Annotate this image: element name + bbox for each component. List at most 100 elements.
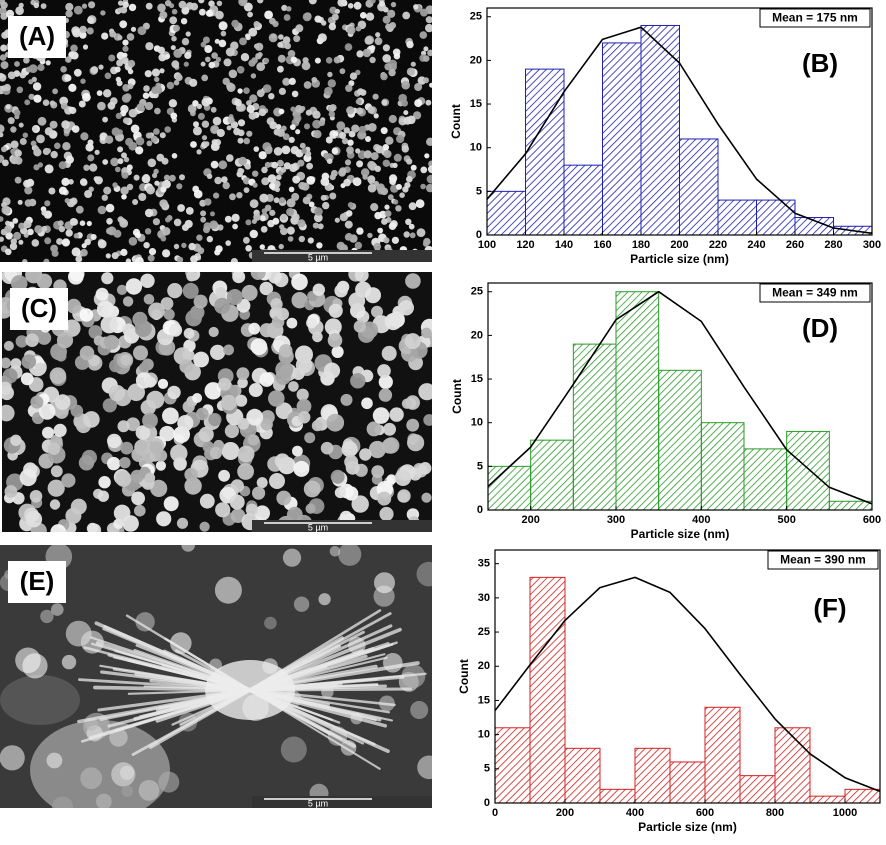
particle: [316, 242, 323, 249]
particle: [365, 12, 375, 21]
particle: [241, 284, 258, 301]
particle: [343, 178, 351, 187]
particle: [291, 192, 300, 201]
bar: [494, 727, 531, 804]
x-axis-label: Particle size (nm): [631, 527, 730, 541]
particle: [401, 80, 411, 90]
particle: [120, 248, 128, 256]
particle: [117, 0, 124, 6]
particle: [403, 110, 409, 116]
particle: [138, 780, 160, 801]
particle: [117, 129, 123, 135]
particle: [110, 157, 119, 167]
particle: [155, 449, 168, 462]
particle: [376, 183, 385, 192]
particle: [334, 217, 340, 223]
particle: [208, 0, 215, 7]
particle: [209, 446, 222, 460]
x-tick-label: 140: [555, 239, 573, 251]
y-tick-label: 25: [471, 286, 483, 298]
particle: [237, 377, 248, 389]
particle: [305, 109, 312, 116]
particle: [230, 508, 246, 523]
particle: [88, 1, 96, 9]
particle: [222, 77, 230, 86]
particle: [176, 517, 189, 529]
particle: [19, 71, 27, 79]
particle: [14, 61, 20, 67]
particle: [348, 292, 366, 310]
particle: [277, 54, 286, 63]
particle: [97, 101, 106, 111]
particle: [120, 186, 129, 195]
particle: [274, 186, 280, 193]
y-tick-label: 30: [478, 592, 490, 604]
particle: [357, 88, 364, 96]
particle: [322, 201, 330, 210]
particle: [368, 440, 386, 459]
particle: [276, 128, 285, 137]
particle: [382, 44, 390, 52]
particle: [421, 327, 432, 339]
plot-frame: [487, 282, 873, 511]
particle: [286, 226, 295, 235]
particle: [44, 237, 52, 245]
particle: [278, 243, 284, 250]
scale-bar-bg: [252, 250, 432, 262]
particle: [111, 252, 119, 260]
particle: [288, 186, 295, 193]
particle: [326, 158, 333, 164]
particle: [30, 395, 44, 409]
particle: [269, 121, 278, 130]
particle: [65, 10, 73, 18]
particle: [142, 92, 150, 99]
particle: [126, 183, 134, 191]
particle: [246, 130, 253, 137]
particle: [68, 179, 74, 185]
particle: [136, 103, 145, 112]
particle: [116, 80, 123, 87]
particle: [22, 132, 28, 138]
particle: [163, 496, 179, 512]
particle: [128, 237, 138, 246]
particle: [49, 120, 58, 129]
particle: [165, 0, 172, 7]
particle: [145, 42, 154, 51]
particle: [5, 232, 13, 240]
particle: [104, 72, 112, 80]
particle: [156, 153, 165, 162]
particle: [230, 479, 244, 493]
particle: [246, 104, 255, 114]
particle: [106, 217, 113, 225]
particle: [127, 68, 134, 75]
particle: [406, 175, 413, 183]
particle: [100, 10, 106, 16]
x-tick-label: 300: [607, 514, 625, 526]
particle: [51, 603, 64, 616]
particle: [151, 68, 160, 77]
particle: [317, 33, 327, 43]
particle: [144, 376, 156, 388]
y-axis-label: Count: [450, 379, 464, 414]
particle: [147, 158, 157, 168]
particle: [156, 511, 172, 527]
particle: [377, 491, 392, 506]
particle: [22, 653, 48, 679]
particle: [0, 132, 4, 138]
particle: [255, 53, 262, 60]
particle: [192, 100, 199, 107]
particle: [312, 283, 325, 296]
particle: [171, 60, 180, 69]
particle: [100, 316, 118, 334]
particle: [2, 159, 9, 167]
particle: [87, 16, 95, 24]
bar: [486, 190, 526, 236]
particle: [278, 108, 285, 115]
particle: [32, 82, 42, 91]
particle: [47, 479, 65, 497]
particle: [428, 160, 432, 168]
particle: [79, 25, 87, 34]
particle: [140, 273, 155, 288]
particle: [413, 4, 419, 10]
particle: [40, 3, 47, 9]
